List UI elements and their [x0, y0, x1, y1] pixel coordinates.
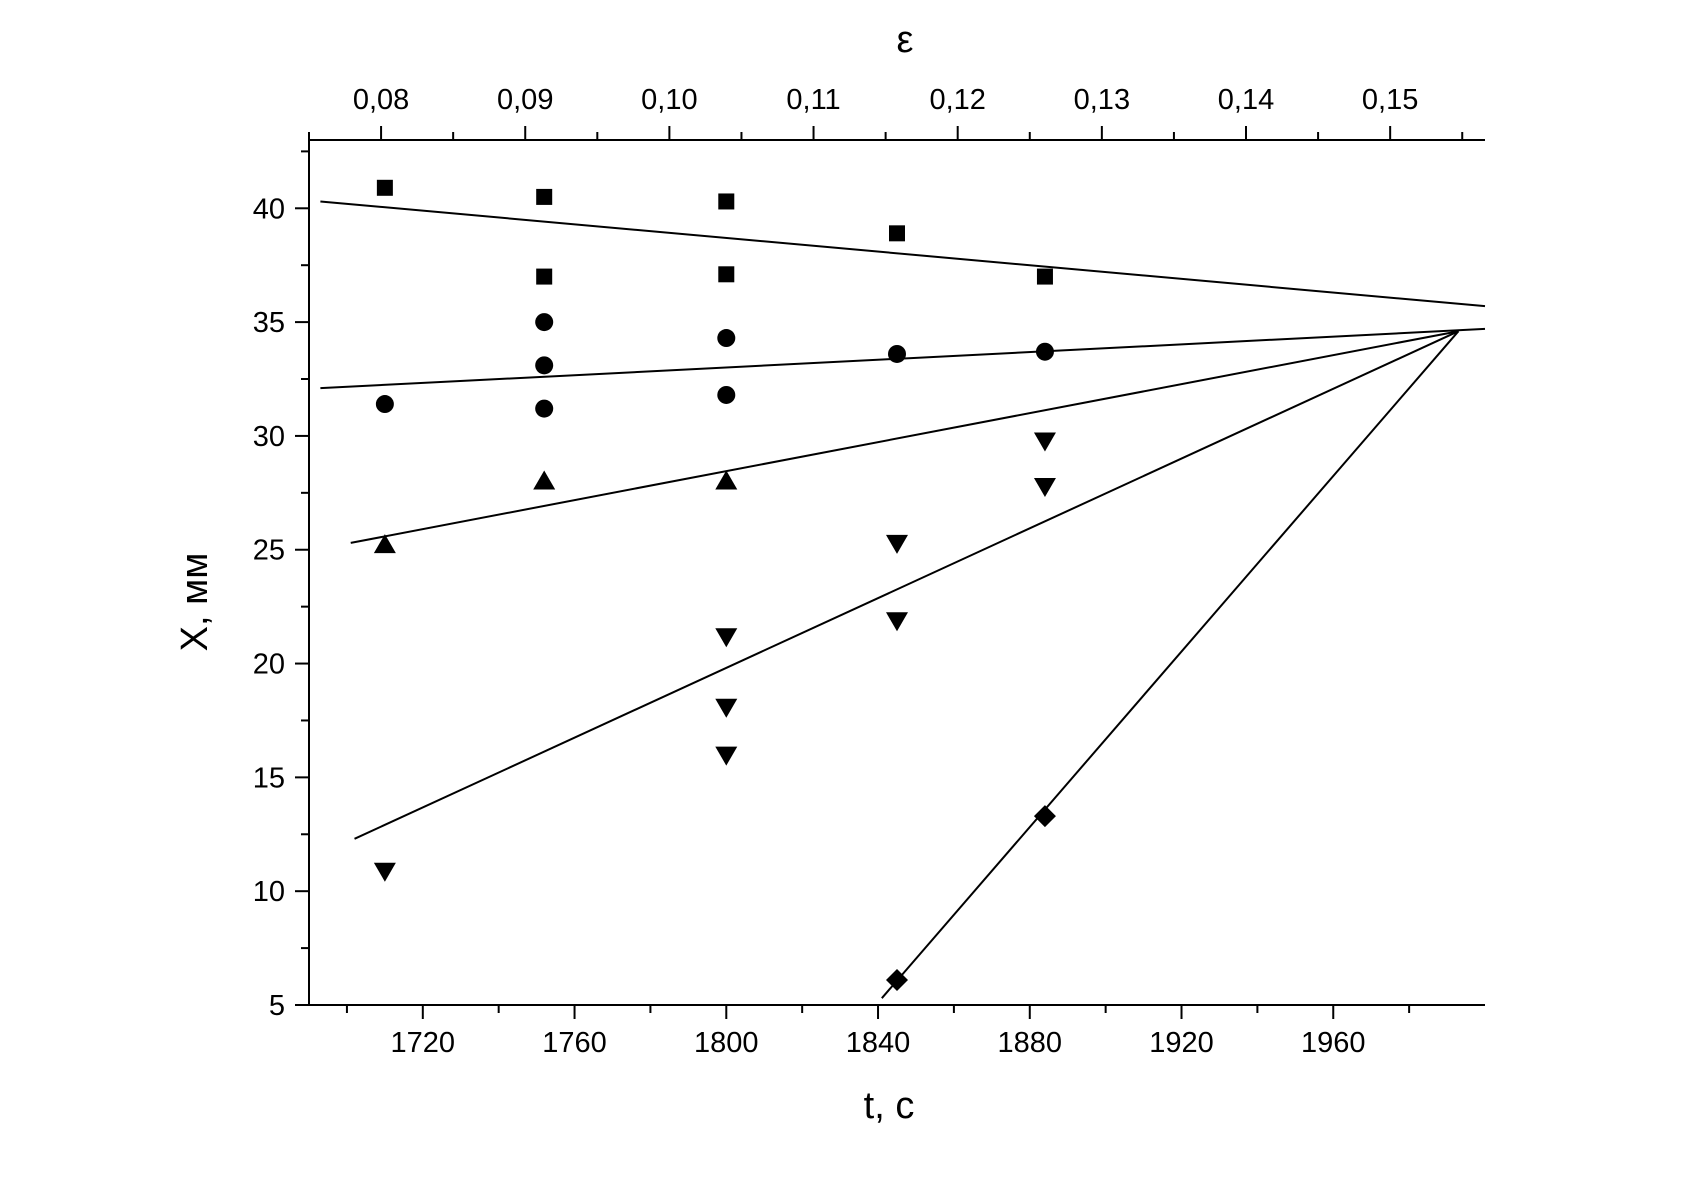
circle-point — [717, 385, 736, 404]
x-tick-label: 1800 — [694, 1027, 759, 1059]
top-tick-label: 0,10 — [641, 84, 697, 116]
circle-point — [535, 399, 554, 418]
axis-ticks — [295, 126, 1464, 1019]
y-tick-label: 25 — [253, 535, 285, 567]
diamond-point — [1033, 805, 1056, 828]
plot-frame — [308, 139, 1485, 1006]
top-axis-title: ε — [897, 19, 914, 61]
circle-point — [535, 356, 554, 375]
y-tick-label: 5 — [269, 990, 285, 1022]
circle-point — [1035, 342, 1054, 361]
x-axis-title: t, c — [864, 1085, 915, 1127]
top-tick-label: 0,15 — [1362, 84, 1418, 116]
triangle-up-point — [373, 534, 396, 554]
tick-labels: 1720 1760 1800 1840 1880 1920 1960 5 10 15 20 25 30 3… — [253, 84, 1419, 1059]
top-tick-label: 0,13 — [1074, 84, 1130, 116]
square-point — [376, 179, 393, 196]
diamond-point — [886, 968, 908, 991]
x-tick-label: 1920 — [1149, 1027, 1214, 1059]
y-tick-label: 20 — [253, 649, 285, 681]
x-tick-label: 1880 — [998, 1027, 1063, 1059]
circle-point — [535, 313, 554, 332]
x-tick-label: 1720 — [391, 1027, 456, 1059]
y-tick-label: 30 — [253, 421, 285, 453]
triangle-down-point — [1033, 478, 1056, 497]
y-tick-label: 15 — [253, 762, 285, 794]
y-tick-label: 10 — [253, 876, 285, 908]
triangle-up-point — [715, 470, 738, 490]
circle-point — [717, 329, 736, 348]
fit-line-5 — [881, 330, 1460, 999]
top-tick-label: 0,12 — [929, 84, 985, 116]
top-tick-label: 0,11 — [786, 84, 840, 116]
triangle-down-point — [886, 534, 908, 554]
triangle-down-point — [886, 612, 908, 632]
square-point — [536, 188, 553, 205]
square-point — [718, 193, 735, 210]
y-tick-label: 40 — [253, 193, 285, 225]
triangle-down-point — [715, 628, 738, 648]
fit-line-3 — [350, 330, 1459, 544]
square-point — [1036, 268, 1053, 285]
data-points — [373, 179, 1056, 991]
y-tick-label: 35 — [253, 307, 285, 339]
fit-line-1 — [320, 200, 1486, 308]
circle-point — [375, 395, 394, 414]
triangle-down-point — [715, 698, 738, 718]
x-tick-label: 1840 — [846, 1027, 911, 1059]
triangle-down-point — [715, 746, 738, 766]
square-point — [536, 268, 553, 285]
square-point — [889, 225, 905, 242]
top-tick-label: 0,09 — [497, 84, 553, 116]
x-tick-label: 1960 — [1301, 1027, 1366, 1059]
x-tick-label: 1760 — [542, 1027, 607, 1059]
y-axis-title: X, мм — [174, 553, 216, 652]
top-tick-label: 0,08 — [353, 84, 409, 116]
triangle-up-point — [533, 470, 556, 490]
fit-line-4 — [354, 330, 1459, 840]
square-point — [718, 266, 735, 283]
top-tick-label: 0,14 — [1218, 84, 1274, 116]
triangle-down-point — [1033, 432, 1056, 452]
circle-point — [888, 344, 906, 363]
triangle-down-point — [373, 862, 396, 882]
fit-lines — [320, 200, 1486, 999]
